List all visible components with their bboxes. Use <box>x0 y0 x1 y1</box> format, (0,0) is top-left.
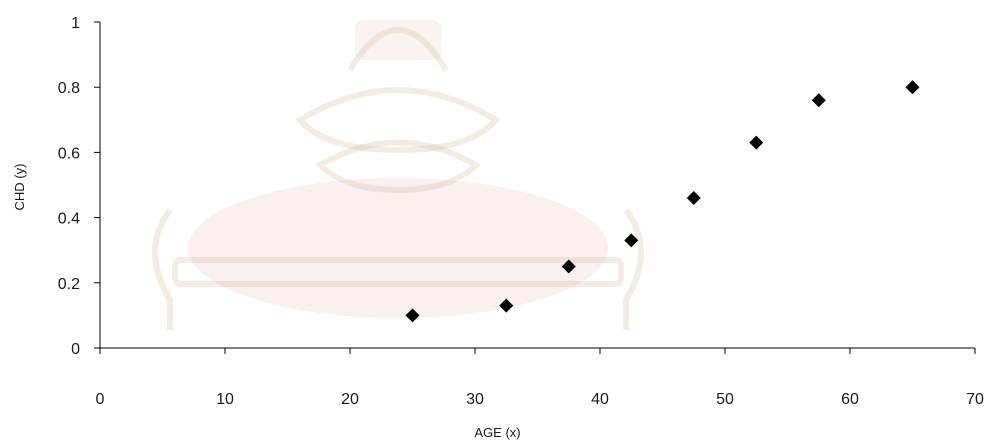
y-tick-label: 0.4 <box>58 211 80 228</box>
tick-labels: 00.20.40.60.810 10 20 30 40 50 60 70 <box>58 15 984 408</box>
x-tick-label: 30 <box>466 391 484 408</box>
y-tick-label: 0 <box>71 341 80 358</box>
y-axis-title: CHD (y) <box>12 164 27 211</box>
x-tick-label: 60 <box>841 391 859 408</box>
plot-axes <box>94 21 976 354</box>
x-tick-label: 0 <box>96 391 105 408</box>
data-point <box>499 298 514 313</box>
data-point <box>405 308 420 323</box>
x-tick-label: 10 <box>216 391 234 408</box>
data-point <box>686 191 701 206</box>
data-point <box>624 233 639 248</box>
x-tick-label: 20 <box>341 391 359 408</box>
y-tick-label: 0.8 <box>58 80 80 97</box>
data-point <box>561 259 576 274</box>
seal-watermark <box>152 20 644 330</box>
data-point <box>811 93 826 108</box>
data-point <box>749 135 764 150</box>
data-point <box>905 80 920 95</box>
data-points <box>405 80 920 323</box>
x-axis-title: AGE (x) <box>474 425 520 440</box>
y-tick-label: 0.6 <box>58 145 80 162</box>
y-tick-label: 1 <box>71 15 80 32</box>
x-tick-label: 70 <box>966 391 984 408</box>
y-tick-label: 0.2 <box>58 276 80 293</box>
x-tick-label: 50 <box>716 391 734 408</box>
x-tick-label: 40 <box>591 391 609 408</box>
